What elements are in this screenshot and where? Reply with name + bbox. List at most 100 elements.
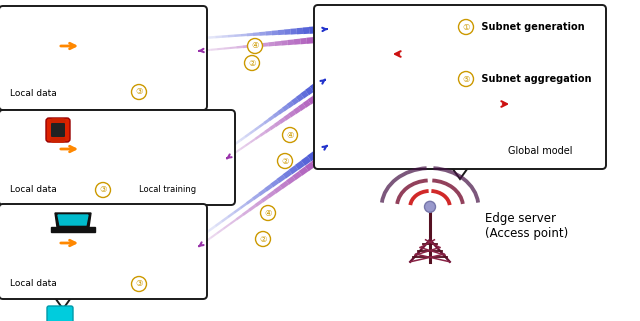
Circle shape — [561, 89, 570, 98]
Circle shape — [131, 257, 138, 265]
FancyBboxPatch shape — [0, 6, 207, 110]
Circle shape — [248, 39, 262, 54]
Ellipse shape — [26, 232, 44, 238]
Circle shape — [147, 257, 154, 265]
Circle shape — [163, 251, 170, 258]
Text: Local data: Local data — [10, 186, 56, 195]
Circle shape — [131, 246, 138, 253]
Circle shape — [172, 145, 179, 152]
Polygon shape — [51, 227, 95, 232]
Circle shape — [131, 39, 138, 46]
Circle shape — [510, 76, 519, 85]
Circle shape — [380, 127, 388, 135]
Circle shape — [544, 71, 553, 80]
Circle shape — [115, 45, 122, 51]
Text: ③: ③ — [135, 88, 143, 97]
Text: Local training: Local training — [140, 186, 196, 195]
Circle shape — [352, 116, 360, 124]
Circle shape — [510, 89, 519, 98]
Circle shape — [124, 134, 131, 141]
Circle shape — [380, 33, 388, 41]
Circle shape — [140, 163, 147, 170]
Circle shape — [147, 27, 154, 33]
FancyBboxPatch shape — [46, 118, 70, 142]
Circle shape — [131, 221, 138, 229]
Circle shape — [147, 39, 154, 46]
Circle shape — [561, 100, 570, 109]
Circle shape — [352, 127, 360, 135]
Circle shape — [140, 140, 147, 146]
Circle shape — [147, 221, 154, 229]
Circle shape — [115, 239, 122, 247]
Bar — [26, 38, 44, 54]
FancyBboxPatch shape — [51, 123, 65, 137]
Ellipse shape — [26, 35, 44, 41]
Circle shape — [544, 58, 553, 67]
Text: ②: ② — [259, 235, 267, 244]
Circle shape — [156, 140, 163, 146]
Circle shape — [352, 44, 360, 52]
Circle shape — [163, 45, 170, 51]
Circle shape — [366, 86, 374, 93]
Circle shape — [510, 100, 519, 109]
Text: Edge server
(Access point): Edge server (Access point) — [485, 212, 568, 240]
Ellipse shape — [26, 138, 44, 144]
Circle shape — [163, 228, 170, 235]
Text: ④: ④ — [286, 131, 294, 140]
Bar — [26, 235, 44, 251]
Circle shape — [352, 138, 360, 146]
Circle shape — [163, 239, 170, 247]
Circle shape — [380, 116, 388, 124]
Text: Subnet aggregation: Subnet aggregation — [478, 74, 591, 84]
Circle shape — [366, 28, 374, 35]
Circle shape — [131, 27, 138, 33]
Ellipse shape — [26, 248, 44, 254]
Circle shape — [140, 127, 147, 134]
Circle shape — [156, 163, 163, 170]
Circle shape — [458, 72, 474, 86]
Polygon shape — [58, 215, 88, 225]
Circle shape — [366, 17, 374, 24]
Text: ⑤: ⑤ — [462, 74, 470, 83]
Circle shape — [527, 71, 536, 80]
Text: ③: ③ — [99, 186, 107, 195]
Text: ④: ④ — [252, 41, 259, 50]
Circle shape — [131, 276, 147, 291]
Ellipse shape — [26, 154, 44, 160]
Polygon shape — [55, 213, 91, 227]
Circle shape — [366, 39, 374, 46]
Circle shape — [352, 69, 360, 77]
Text: Local data: Local data — [10, 280, 56, 289]
Circle shape — [260, 205, 275, 221]
Circle shape — [352, 33, 360, 41]
FancyBboxPatch shape — [0, 110, 235, 205]
Text: ①: ① — [462, 22, 470, 31]
Circle shape — [527, 107, 536, 116]
Circle shape — [352, 22, 360, 30]
FancyBboxPatch shape — [0, 204, 207, 299]
Ellipse shape — [26, 51, 44, 57]
Circle shape — [366, 97, 374, 104]
Circle shape — [380, 80, 388, 88]
Circle shape — [95, 183, 111, 197]
Circle shape — [140, 152, 147, 159]
Circle shape — [366, 122, 374, 129]
Circle shape — [147, 50, 154, 57]
Circle shape — [561, 65, 570, 74]
Circle shape — [366, 50, 374, 57]
Text: ②: ② — [248, 58, 256, 67]
Circle shape — [163, 56, 170, 64]
Circle shape — [366, 64, 374, 71]
Bar — [26, 141, 44, 157]
Circle shape — [352, 80, 360, 88]
Polygon shape — [53, 106, 73, 120]
Polygon shape — [65, 201, 85, 215]
Text: ④: ④ — [264, 209, 272, 218]
Circle shape — [131, 50, 138, 57]
Circle shape — [561, 76, 570, 85]
Circle shape — [115, 32, 122, 39]
Circle shape — [380, 138, 388, 146]
Circle shape — [156, 127, 163, 134]
Circle shape — [172, 158, 179, 164]
Circle shape — [115, 251, 122, 258]
